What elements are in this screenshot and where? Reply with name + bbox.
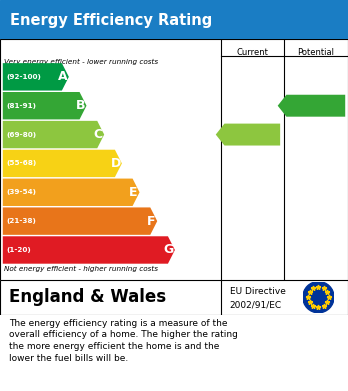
Polygon shape [3, 179, 140, 206]
Polygon shape [3, 63, 69, 91]
Text: The energy efficiency rating is a measure of the
overall efficiency of a home. T: The energy efficiency rating is a measur… [9, 319, 238, 363]
Polygon shape [3, 208, 157, 235]
Text: (92-100): (92-100) [6, 74, 41, 80]
Text: B: B [76, 99, 85, 112]
Text: (39-54): (39-54) [6, 189, 36, 195]
Polygon shape [3, 92, 87, 119]
Text: Very energy efficient - lower running costs: Very energy efficient - lower running co… [4, 59, 158, 65]
Text: Potential: Potential [297, 48, 334, 57]
Text: 69: 69 [247, 128, 264, 141]
Text: Current: Current [236, 48, 268, 57]
Text: (55-68): (55-68) [6, 160, 37, 167]
Text: D: D [110, 157, 121, 170]
Text: 85: 85 [311, 99, 327, 112]
Text: E: E [129, 186, 137, 199]
Text: (1-20): (1-20) [6, 247, 31, 253]
Text: England & Wales: England & Wales [9, 288, 166, 306]
Text: F: F [147, 215, 155, 228]
Text: Energy Efficiency Rating: Energy Efficiency Rating [10, 13, 213, 28]
Polygon shape [3, 150, 122, 177]
Text: EU Directive: EU Directive [230, 287, 286, 296]
Text: (69-80): (69-80) [6, 131, 37, 138]
Text: (21-38): (21-38) [6, 218, 36, 224]
Text: A: A [58, 70, 68, 83]
Polygon shape [216, 124, 280, 145]
Text: 2002/91/EC: 2002/91/EC [230, 300, 282, 309]
Polygon shape [3, 121, 104, 148]
Text: G: G [164, 244, 174, 256]
Text: (81-91): (81-91) [6, 103, 36, 109]
Polygon shape [278, 95, 345, 117]
Text: Not energy efficient - higher running costs: Not energy efficient - higher running co… [4, 266, 158, 273]
Text: C: C [93, 128, 103, 141]
Polygon shape [3, 236, 175, 264]
Circle shape [303, 282, 334, 313]
